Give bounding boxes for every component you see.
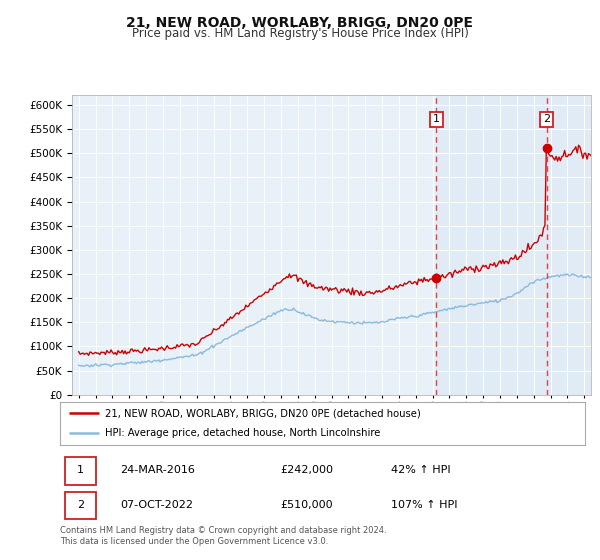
FancyBboxPatch shape	[65, 492, 96, 519]
Text: 107% ↑ HPI: 107% ↑ HPI	[391, 500, 457, 510]
Text: 21, NEW ROAD, WORLABY, BRIGG, DN20 0PE (detached house): 21, NEW ROAD, WORLABY, BRIGG, DN20 0PE (…	[104, 408, 421, 418]
Text: 07-OCT-2022: 07-OCT-2022	[121, 500, 193, 510]
Text: 1: 1	[433, 114, 440, 124]
Text: 2: 2	[77, 500, 84, 510]
Text: Price paid vs. HM Land Registry's House Price Index (HPI): Price paid vs. HM Land Registry's House …	[131, 27, 469, 40]
Text: 1: 1	[77, 465, 84, 475]
Text: £242,000: £242,000	[281, 465, 334, 475]
FancyBboxPatch shape	[65, 457, 96, 484]
Text: Contains HM Land Registry data © Crown copyright and database right 2024.
This d: Contains HM Land Registry data © Crown c…	[60, 526, 386, 546]
Text: 21, NEW ROAD, WORLABY, BRIGG, DN20 0PE: 21, NEW ROAD, WORLABY, BRIGG, DN20 0PE	[127, 16, 473, 30]
Text: HPI: Average price, detached house, North Lincolnshire: HPI: Average price, detached house, Nort…	[104, 428, 380, 438]
Text: 2: 2	[543, 114, 550, 124]
Bar	[436, 95, 591, 395]
Text: 24-MAR-2016: 24-MAR-2016	[121, 465, 195, 475]
Text: £510,000: £510,000	[281, 500, 333, 510]
Text: 42% ↑ HPI: 42% ↑ HPI	[391, 465, 451, 475]
